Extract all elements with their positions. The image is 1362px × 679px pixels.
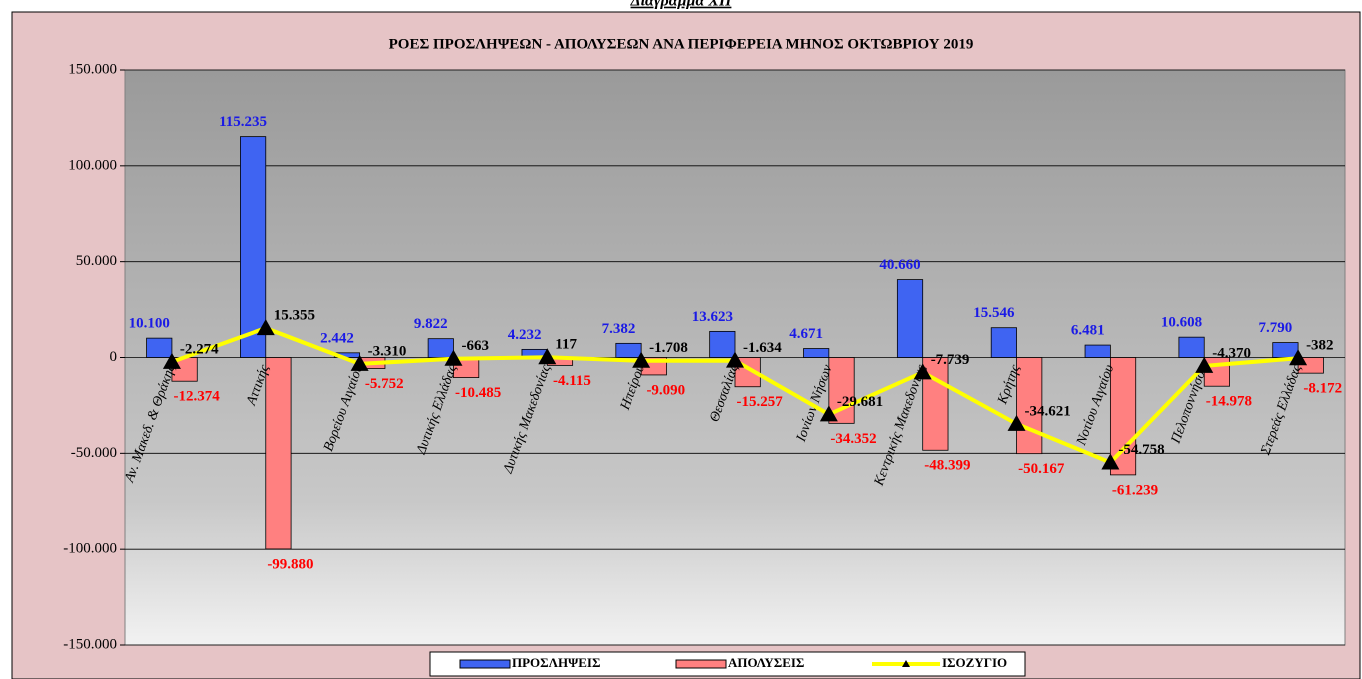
y-tick-label: -150.000 <box>63 636 117 652</box>
data-label: -29.681 <box>837 394 883 410</box>
data-label: -5.752 <box>365 376 404 392</box>
data-label: -50.167 <box>1018 461 1065 477</box>
data-label: -48.399 <box>924 458 970 474</box>
bar <box>1084 344 1111 358</box>
bar <box>803 348 830 358</box>
balance-marker <box>726 351 744 368</box>
data-label: 117 <box>555 337 577 353</box>
y-tick-label: 50.000 <box>76 253 117 269</box>
y-tick-label: -100.000 <box>63 541 117 557</box>
legend-label: ΠΡΟΣΛΗΨΕΙΣ <box>512 655 600 670</box>
data-label: -8.172 <box>1303 381 1342 397</box>
data-label: 10.608 <box>1161 315 1202 331</box>
bar <box>896 279 924 358</box>
balance-marker <box>162 352 181 369</box>
y-tick-label: 0 <box>110 349 118 365</box>
data-label: -34.352 <box>830 431 876 447</box>
bar <box>1016 357 1043 455</box>
data-label: 6.481 <box>1071 323 1105 339</box>
data-label: 4.232 <box>508 327 542 343</box>
data-label: -3.310 <box>368 343 407 359</box>
legend-marker <box>902 660 910 667</box>
bar <box>709 330 736 358</box>
balance-marker <box>632 351 651 368</box>
legend-swatch <box>675 659 727 669</box>
y-tick-label: 100.000 <box>68 157 117 173</box>
bar <box>1272 342 1299 358</box>
bar <box>427 338 454 358</box>
data-label: -12.374 <box>173 389 220 405</box>
data-label: 115.235 <box>219 114 267 130</box>
chart-title: ΡΟΕΣ ΠΡΟΣΛΗΨΕΩΝ - ΑΠΟΛΥΣΕΩΝ ΑΝΑ ΠΕΡΙΦΕΡΕ… <box>389 36 974 52</box>
bar <box>1178 336 1205 358</box>
balance-marker <box>444 349 463 366</box>
data-label: 15.355 <box>274 308 315 324</box>
balance-marker <box>819 405 838 422</box>
legend-label: ΙΣΟΖΥΓΙΟ <box>942 655 1007 670</box>
bar <box>265 357 292 550</box>
data-label: 13.623 <box>692 309 733 325</box>
data-label: -2.274 <box>180 341 219 357</box>
data-label: -1.708 <box>649 340 688 356</box>
bar <box>615 342 642 358</box>
bar <box>990 327 1017 358</box>
data-label: -9.090 <box>646 382 685 398</box>
balance-marker <box>1289 349 1308 366</box>
balance-marker <box>913 363 932 380</box>
data-label: 40.660 <box>879 257 920 273</box>
data-label: 9.822 <box>414 316 448 332</box>
caption: Διάγραμμα XII <box>630 0 733 10</box>
bar <box>240 136 267 358</box>
data-label: -382 <box>1306 338 1334 354</box>
data-label: -34.621 <box>1025 403 1071 419</box>
legend-label: ΑΠΟΛΥΣΕΙΣ <box>728 655 804 670</box>
data-label: -14.978 <box>1206 394 1252 410</box>
data-label: -7.739 <box>931 352 970 368</box>
data-label: 4.671 <box>789 326 823 342</box>
balance-marker <box>1007 414 1026 431</box>
y-tick-label: -50.000 <box>71 445 117 461</box>
legend-swatch <box>459 659 511 669</box>
data-label: 15.546 <box>973 305 1015 321</box>
data-label: -10.485 <box>455 385 501 401</box>
data-label: 10.100 <box>129 316 170 332</box>
data-label: -663 <box>461 338 489 354</box>
data-label: -99.880 <box>267 556 313 572</box>
data-label: -4.370 <box>1212 345 1251 361</box>
balance-marker <box>256 319 275 336</box>
data-label: -54.758 <box>1118 442 1164 458</box>
data-label: -15.257 <box>737 394 784 410</box>
bar <box>146 337 173 358</box>
data-label: -61.239 <box>1112 482 1158 498</box>
data-label: 7.382 <box>602 321 636 337</box>
balance-marker <box>350 354 369 371</box>
balance-marker <box>1101 453 1120 470</box>
data-label: 2.442 <box>320 330 354 346</box>
data-label: -4.115 <box>553 373 591 389</box>
data-label: -1.634 <box>743 340 782 356</box>
y-tick-label: 150.000 <box>68 61 117 77</box>
balance-marker <box>538 348 557 365</box>
balance-marker <box>1195 356 1214 373</box>
data-label: 7.790 <box>1259 320 1293 336</box>
